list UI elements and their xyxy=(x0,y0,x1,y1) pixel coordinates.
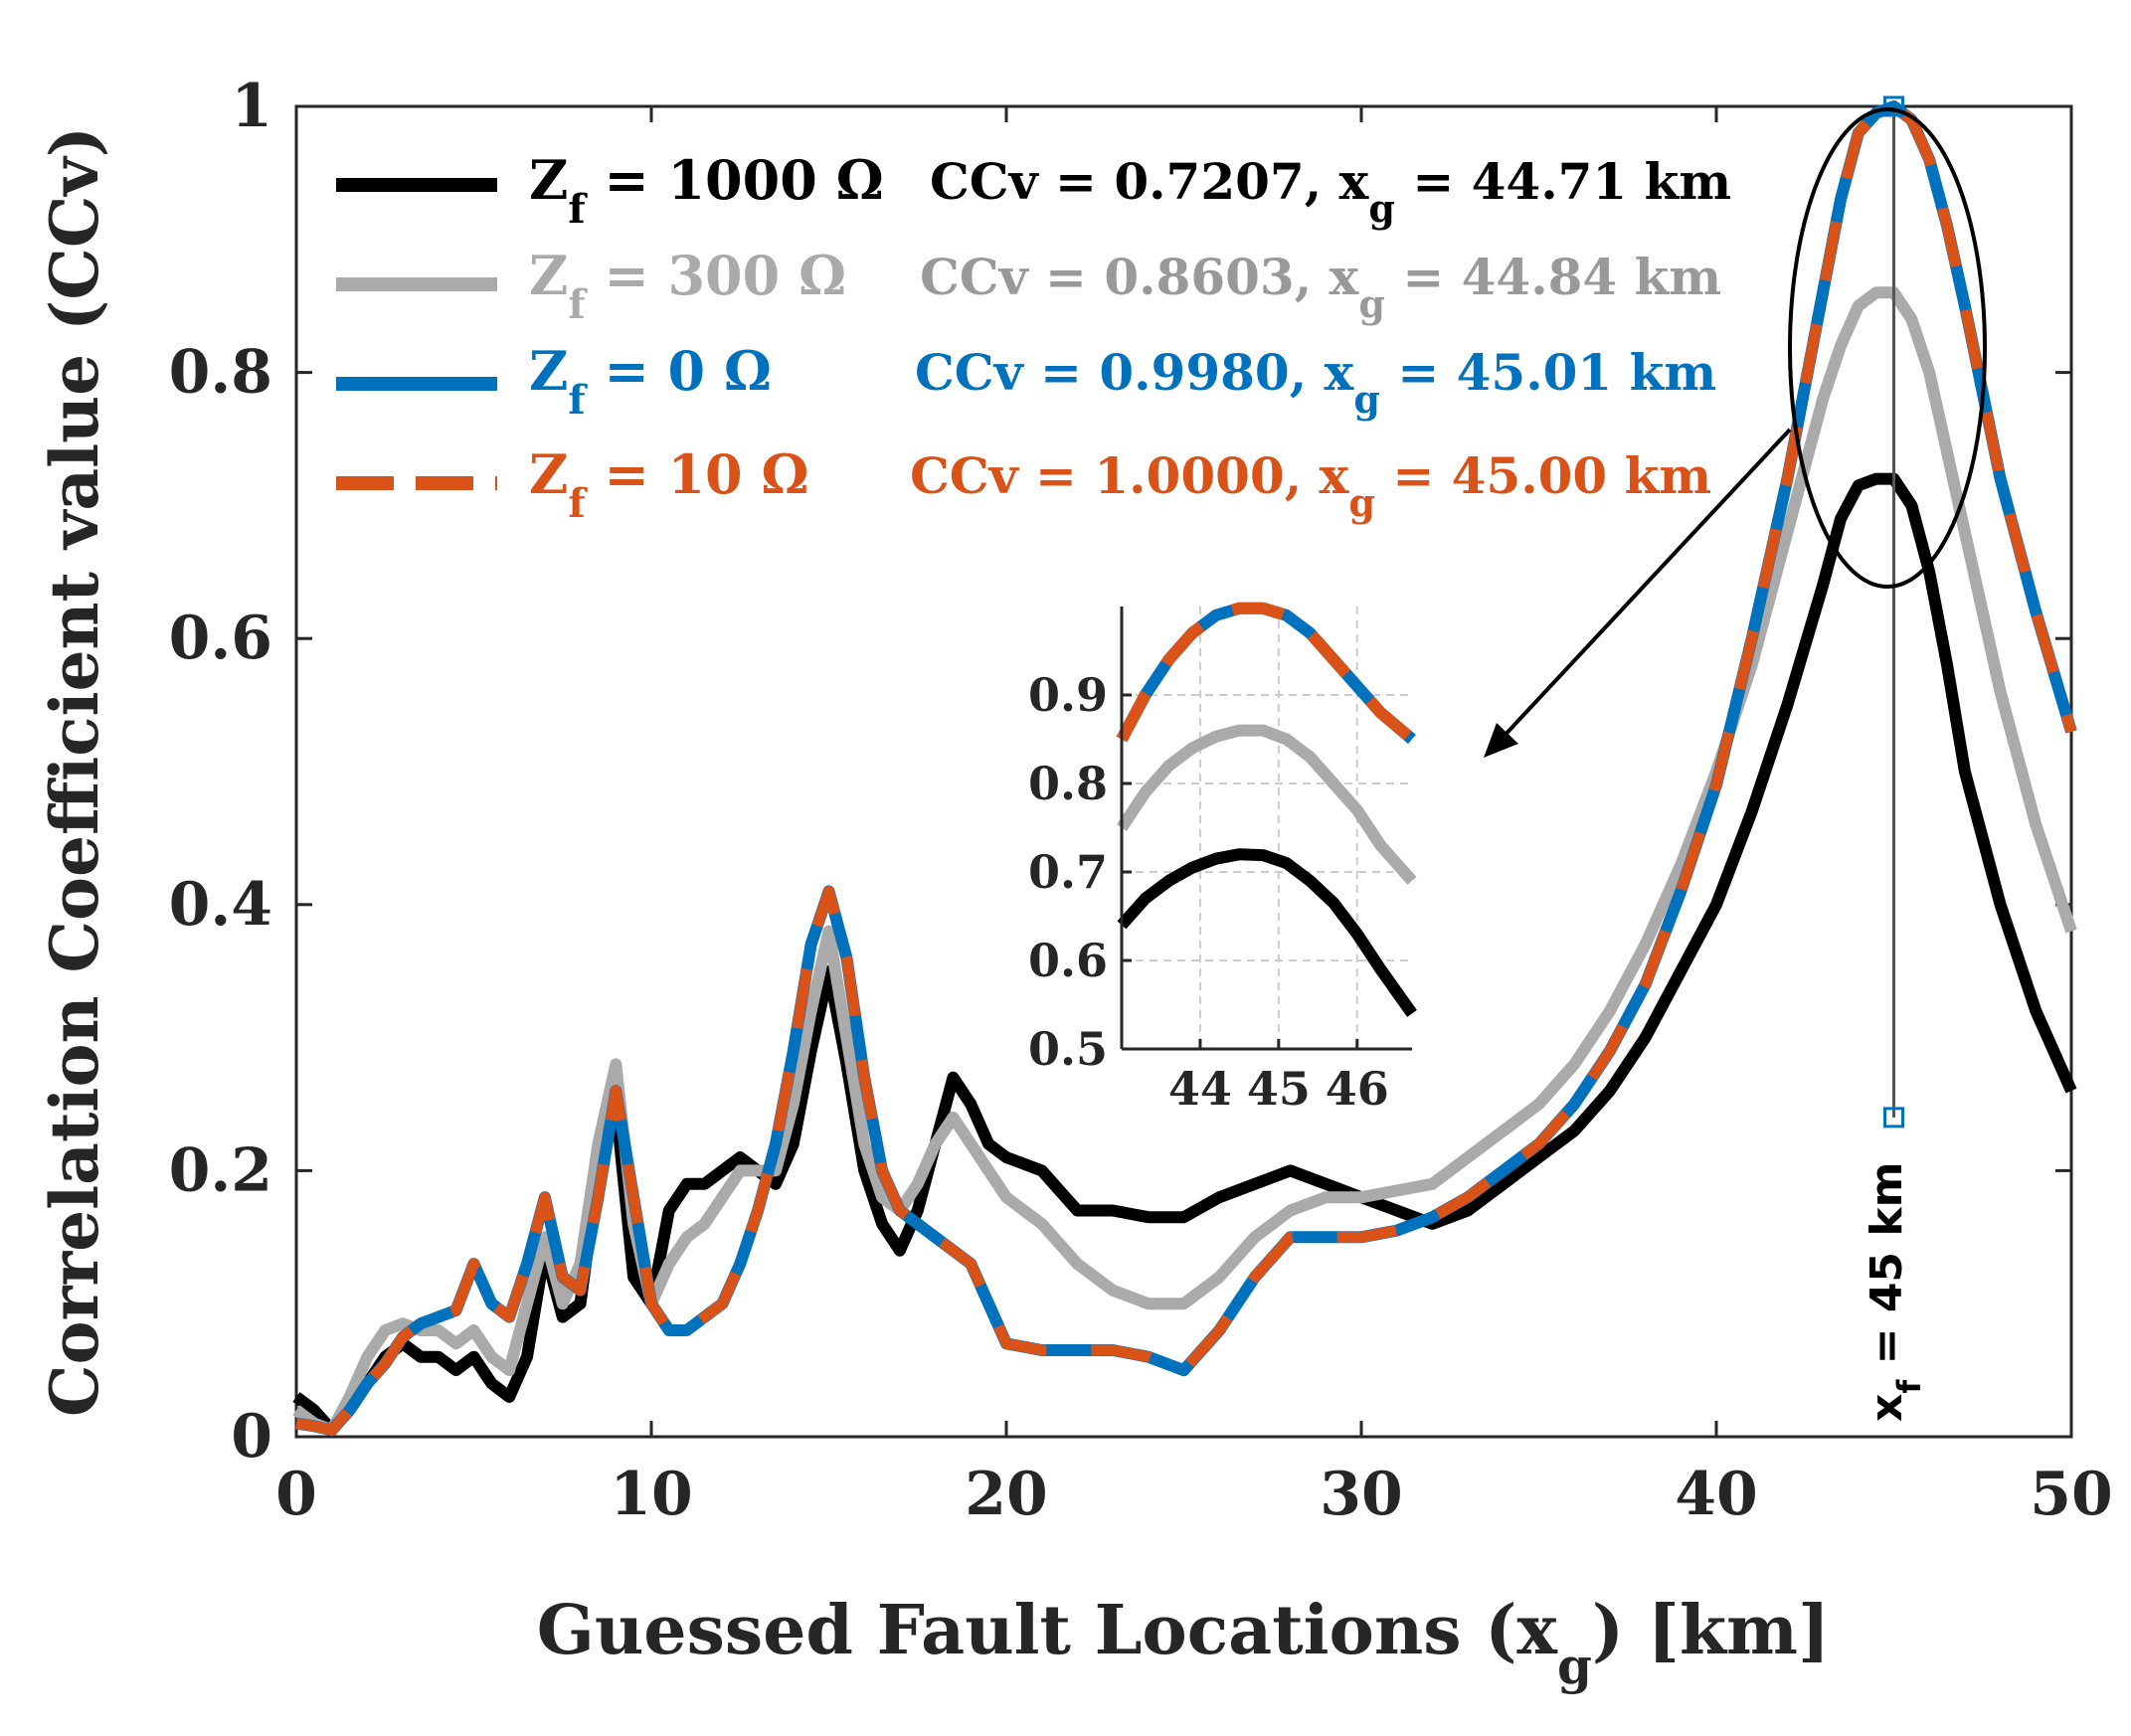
inset-series-line-z-f-1000 xyxy=(1117,848,1417,1017)
legend-stat-0: CCv = 0.9980, xg = 45.01 km xyxy=(915,343,1716,422)
legend-label-0: Zf = 0 Ω xyxy=(529,339,772,424)
fault-marker-top xyxy=(1883,95,1904,117)
inset-series-group xyxy=(1116,602,1417,1017)
series-line-z-f-300 xyxy=(292,286,2077,1437)
legend-stat-10: CCv = 1.0000, xg = 45.00 km xyxy=(910,446,1711,525)
series-line-z-f-1000 xyxy=(292,472,2077,1437)
main-x-ticks: 0 10 20 30 40 50 xyxy=(275,106,2113,1529)
arrow-head xyxy=(1484,723,1518,758)
x-tick-label-50: 50 xyxy=(2030,1460,2113,1529)
y-tick-label-0-2: 0.2 xyxy=(169,1135,272,1205)
inset-y-tick-label-0-6: 0.6 xyxy=(1028,934,1108,987)
y-axis-label: Correlation Coefficient value (CCv) xyxy=(36,126,113,1417)
y-tick-label-0-4: 0.4 xyxy=(169,870,272,940)
legend-label-300: Zf = 300 Ω xyxy=(529,244,846,328)
legend: Zf = 1000 Ω CCv = 0.7207, xg = 44.71 km … xyxy=(336,148,1731,527)
main-plot-area: 0 10 20 30 40 50 0 0.2 0.4 0.6 0.8 1 xf = 45 km xyxy=(169,72,2113,1529)
y-tick-label-0-8: 0.8 xyxy=(169,338,272,408)
inset-x-tick-label-45: 45 xyxy=(1247,1062,1311,1116)
main-axes-frame xyxy=(294,104,2073,1439)
inset-x-ticks: 44 45 46 xyxy=(1168,1039,1389,1116)
inset-series-line-z-f-300 xyxy=(1117,724,1417,885)
inset-x-tick-label-46: 46 xyxy=(1326,1062,1389,1116)
x-tick-label-0: 0 xyxy=(275,1460,317,1529)
inset-series-line-z-f-10 xyxy=(1116,602,1416,745)
series-line-z-f-10 xyxy=(295,100,2077,1436)
y-tick-label-0: 0 xyxy=(231,1402,272,1472)
x-tick-label-30: 30 xyxy=(1320,1460,1403,1529)
inset-y-tick-label-0-7: 0.7 xyxy=(1028,845,1108,899)
main-y-ticks: 0 0.2 0.4 0.6 0.8 1 xyxy=(169,72,2071,1472)
legend-stat-1000: CCv = 0.7207, xg = 44.71 km xyxy=(930,152,1731,231)
x-tick-label-10: 10 xyxy=(610,1460,693,1529)
legend-label-10: Zf = 10 Ω xyxy=(529,442,809,527)
fault-marker-bottom xyxy=(1883,1107,1904,1128)
inset-y-tick-label-0-5: 0.5 xyxy=(1028,1022,1108,1076)
inset-y-tick-label-0-8: 0.8 xyxy=(1028,757,1108,810)
x-tick-label-40: 40 xyxy=(1675,1460,1758,1529)
inset-pointer-arrow xyxy=(1498,428,1792,743)
inset-x-tick-label-44: 44 xyxy=(1168,1062,1232,1116)
y-tick-label-1: 1 xyxy=(231,72,272,141)
inset-y-ticks: 0.5 0.6 0.7 0.8 0.9 xyxy=(1028,668,1132,1076)
main-series-group xyxy=(292,100,2077,1437)
legend-label-1000: Zf = 1000 Ω xyxy=(529,148,884,233)
y-tick-label-0-6: 0.6 xyxy=(169,604,272,673)
fault-location-label: xf = 45 km xyxy=(1862,1162,1928,1422)
inset-y-tick-label-0-9: 0.9 xyxy=(1028,668,1108,722)
x-axis-label: Guessed Fault Locations (xg) [km] xyxy=(537,1591,1830,1695)
x-tick-label-20: 20 xyxy=(965,1460,1048,1529)
peak-highlight-ellipse xyxy=(1788,107,1987,589)
inset-plot: 44 45 46 0.5 0.6 0.7 0.8 0.9 xyxy=(1028,602,1417,1116)
legend-stat-300: CCv = 0.8603, xg = 44.84 km xyxy=(920,248,1721,326)
